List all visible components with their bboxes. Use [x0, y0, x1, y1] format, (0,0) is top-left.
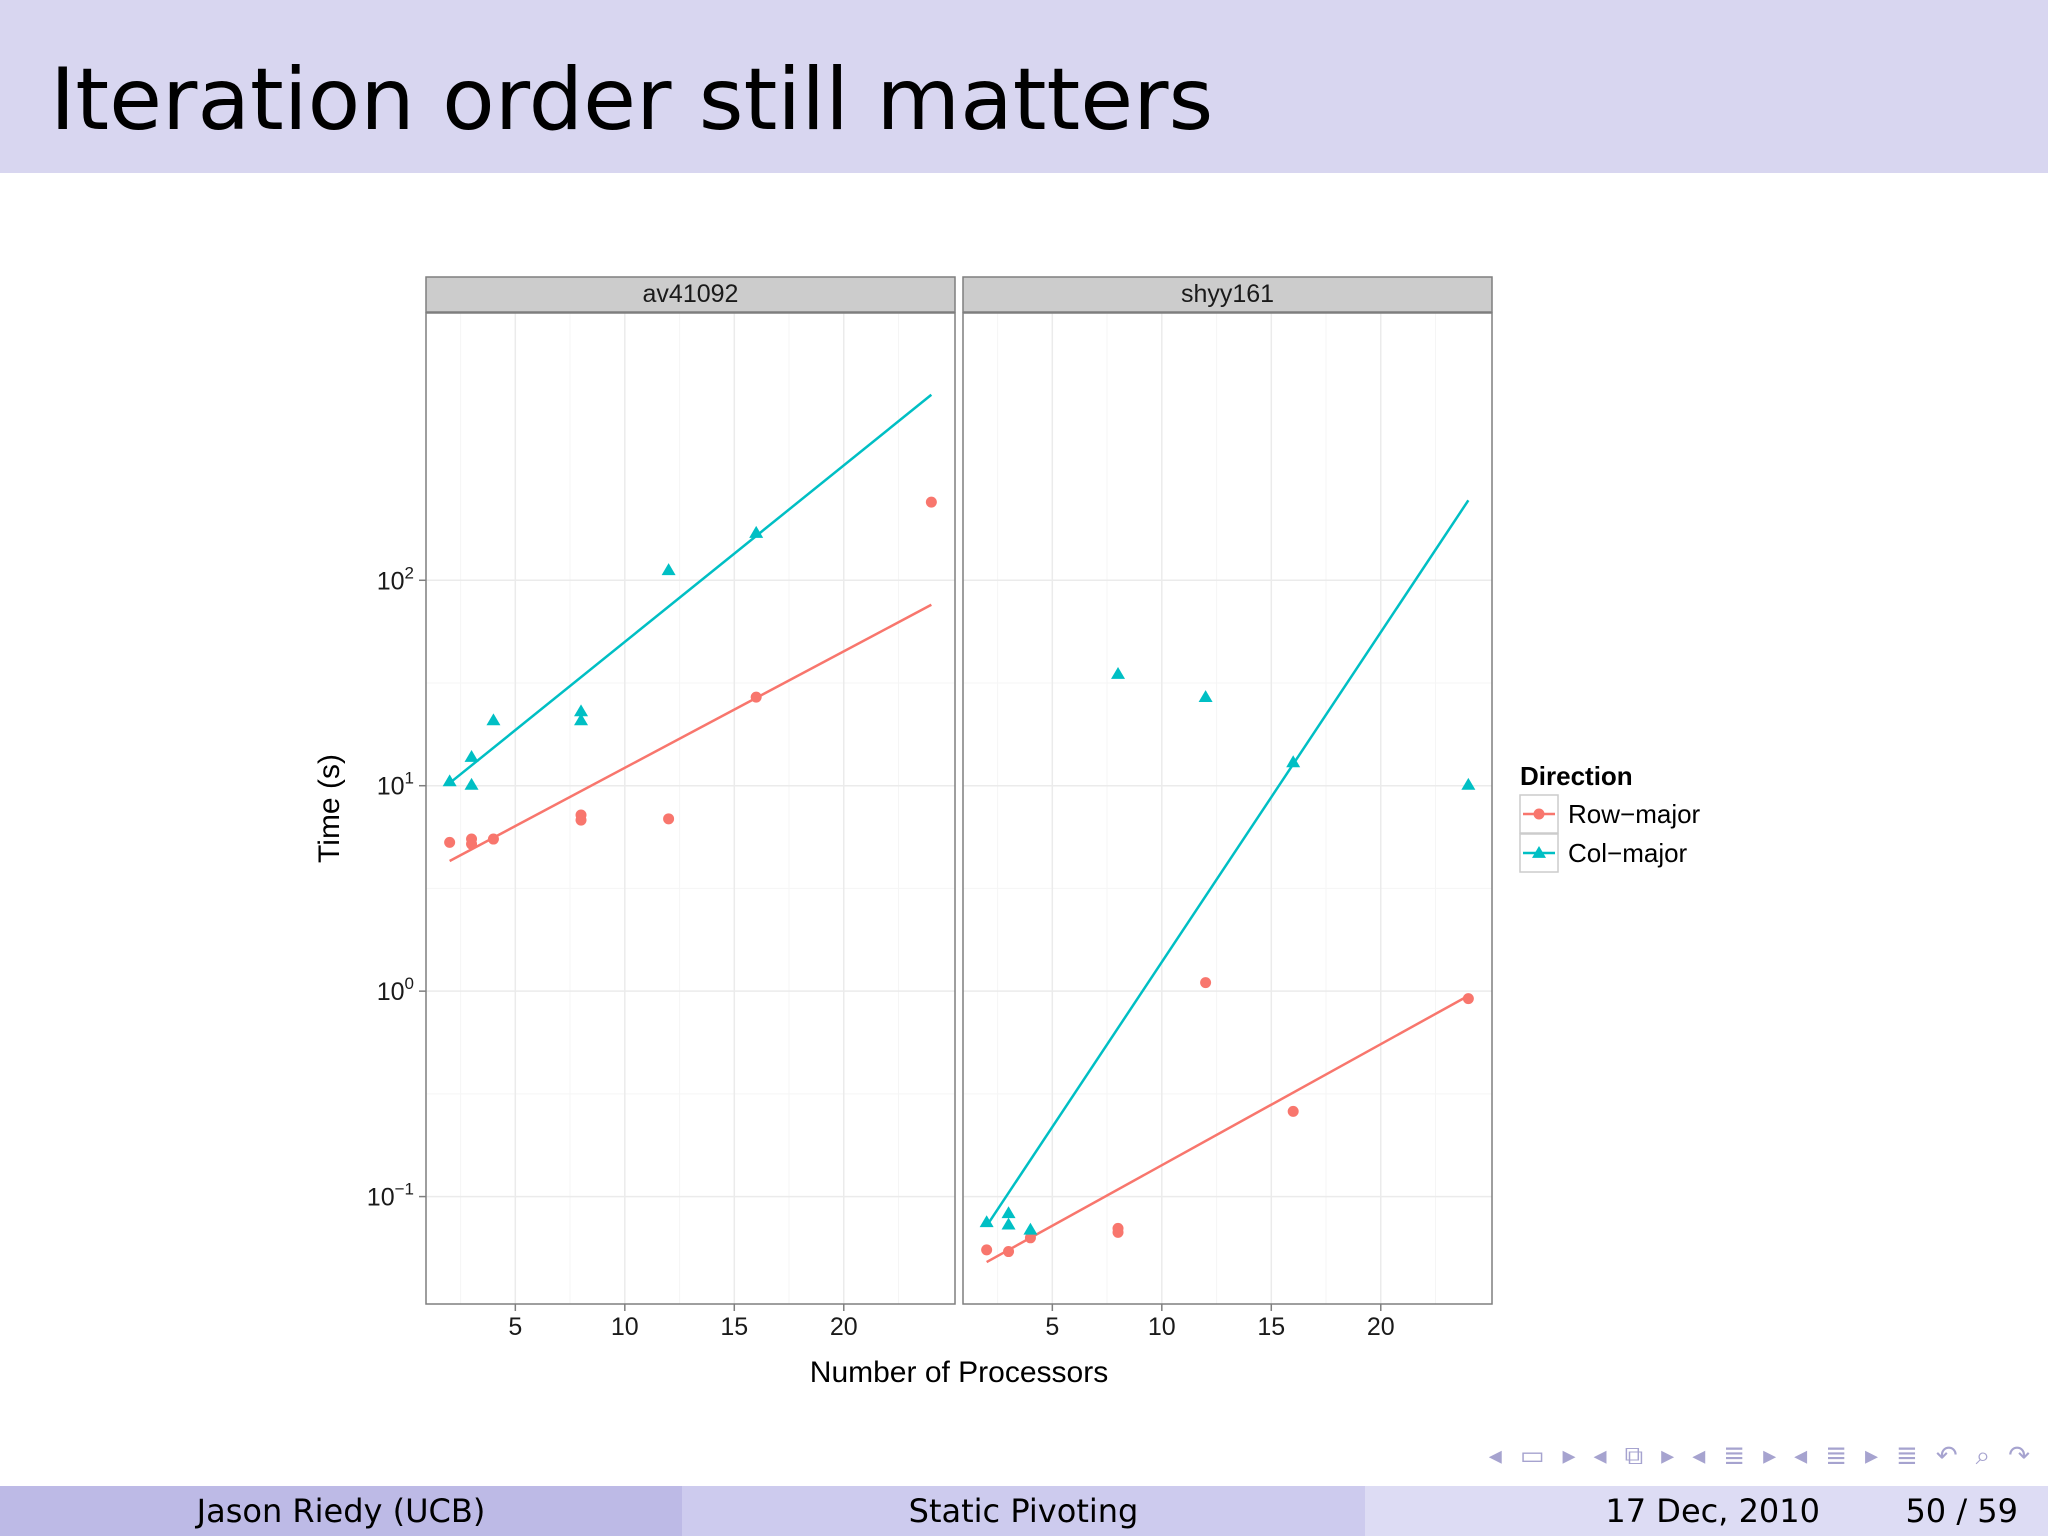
- data-point: [487, 833, 499, 845]
- presentation-next-icon[interactable]: ▸: [1864, 1441, 1879, 1471]
- data-point: [1461, 777, 1476, 790]
- x-tick-label: 20: [1367, 1313, 1395, 1341]
- x-tick-label: 15: [1257, 1313, 1285, 1341]
- legend-label: Row−major: [1568, 799, 1701, 829]
- legend-key-marker: [1532, 846, 1546, 858]
- section-prev-icon[interactable]: ◂: [1692, 1441, 1706, 1471]
- x-tick-label: 10: [1148, 1313, 1176, 1341]
- facet-label: av41092: [643, 280, 739, 308]
- chart: av41092 5 10 15 20 shyy161 5 10 15 20 10−1 100 101 10…: [313, 276, 1701, 1389]
- section-icon[interactable]: ≣: [1723, 1441, 1746, 1471]
- subsection-icon[interactable]: ⧉: [1624, 1440, 1644, 1471]
- y-tick-label: 10−1: [367, 1180, 414, 1212]
- legend-key-marker: [1533, 808, 1545, 820]
- data-point: [1023, 1222, 1038, 1235]
- footer-right: 17 Dec, 2010 50 / 59: [1365, 1486, 2048, 1536]
- frame-next-icon[interactable]: ▸: [1562, 1441, 1576, 1471]
- fit-line-Row−major: [449, 603, 932, 863]
- data-point: [750, 691, 762, 703]
- y-tick-label: 101: [377, 769, 414, 801]
- x-tick-label: 15: [720, 1313, 748, 1341]
- presentation-icon[interactable]: ≣: [1825, 1441, 1847, 1471]
- footer-date: 17 Dec, 2010: [1605, 1492, 1820, 1530]
- fit-line-Col−major: [985, 499, 1470, 1227]
- section-next-icon[interactable]: ▸: [1763, 1441, 1777, 1471]
- slide-title: Iteration order still matters: [50, 50, 1214, 150]
- data-point: [1001, 1206, 1016, 1219]
- navigation-symbols: ◂ ▭ ▸ ◂ ⧉ ▸ ◂ ≣ ▸ ◂ ≣ ▸ ≣ ↶ ⌕ ↷: [1489, 1438, 2030, 1474]
- x-tick-label: 5: [508, 1313, 522, 1341]
- panel-background: [426, 313, 955, 1304]
- data-point: [574, 704, 589, 717]
- data-point: [1112, 1226, 1124, 1238]
- data-point: [1001, 1217, 1016, 1230]
- facet-strip: [425, 276, 956, 313]
- footer-talk-title: Static Pivoting: [682, 1486, 1365, 1536]
- data-point: [575, 814, 587, 826]
- data-point: [574, 713, 589, 726]
- y-axis-title: Time (s): [313, 754, 346, 863]
- data-point: [925, 496, 937, 508]
- data-point: [749, 525, 764, 538]
- data-point: [464, 777, 479, 790]
- y-tick-label: 102: [377, 563, 414, 595]
- x-tick-label: 10: [611, 1313, 639, 1341]
- legend-label: Col−major: [1568, 838, 1688, 868]
- search-icon[interactable]: ⌕: [1975, 1440, 1991, 1471]
- subsection-prev-icon[interactable]: ◂: [1593, 1441, 1607, 1471]
- data-point: [661, 563, 676, 576]
- panel-border: [425, 312, 956, 1305]
- data-point: [1111, 666, 1126, 679]
- x-tick-label: 20: [830, 1313, 858, 1341]
- data-point: [1200, 977, 1212, 989]
- x-axis-title: Number of Processors: [810, 1356, 1108, 1389]
- data-point: [1462, 993, 1474, 1005]
- presentation-prev-icon[interactable]: ◂: [1794, 1441, 1808, 1471]
- data-point: [442, 774, 457, 787]
- data-point: [979, 1215, 994, 1228]
- data-point: [1286, 755, 1301, 768]
- search-forward-icon[interactable]: ↷: [2008, 1441, 2030, 1471]
- panel-background: [963, 313, 1492, 1304]
- fit-line-Col−major: [448, 393, 933, 785]
- data-point: [1198, 690, 1213, 702]
- data-point: [464, 749, 479, 762]
- y-tick-label: 100: [377, 974, 414, 1006]
- search-back-icon[interactable]: ↶: [1935, 1441, 1958, 1471]
- frame-prev-icon[interactable]: ◂: [1488, 1441, 1502, 1471]
- fit-line-Row−major: [986, 994, 1469, 1264]
- legend-title: Direction: [1520, 761, 1633, 791]
- facet-strip: [962, 276, 1493, 313]
- subsection-next-icon[interactable]: ▸: [1661, 1441, 1675, 1471]
- data-point: [1024, 1232, 1036, 1244]
- data-point: [663, 813, 675, 825]
- footer-author: Jason Riedy (UCB): [0, 1486, 682, 1536]
- x-tick-label: 5: [1045, 1313, 1059, 1341]
- data-point: [1287, 1105, 1299, 1117]
- panel-border: [962, 312, 1493, 1305]
- data-point: [981, 1244, 993, 1256]
- data-point: [444, 836, 456, 848]
- facet-label: shyy161: [1181, 280, 1274, 308]
- footer-page-number: 50 / 59: [1905, 1492, 2018, 1530]
- appendix-icon[interactable]: ≣: [1896, 1441, 1918, 1471]
- data-point: [466, 838, 478, 850]
- data-point: [486, 713, 501, 726]
- data-point: [1003, 1246, 1015, 1258]
- frame-icon[interactable]: ▭: [1519, 1441, 1545, 1471]
- title-bar: Iteration order still matters: [0, 0, 2048, 173]
- footer: Jason Riedy (UCB) Static Pivoting 17 Dec…: [0, 1486, 2048, 1536]
